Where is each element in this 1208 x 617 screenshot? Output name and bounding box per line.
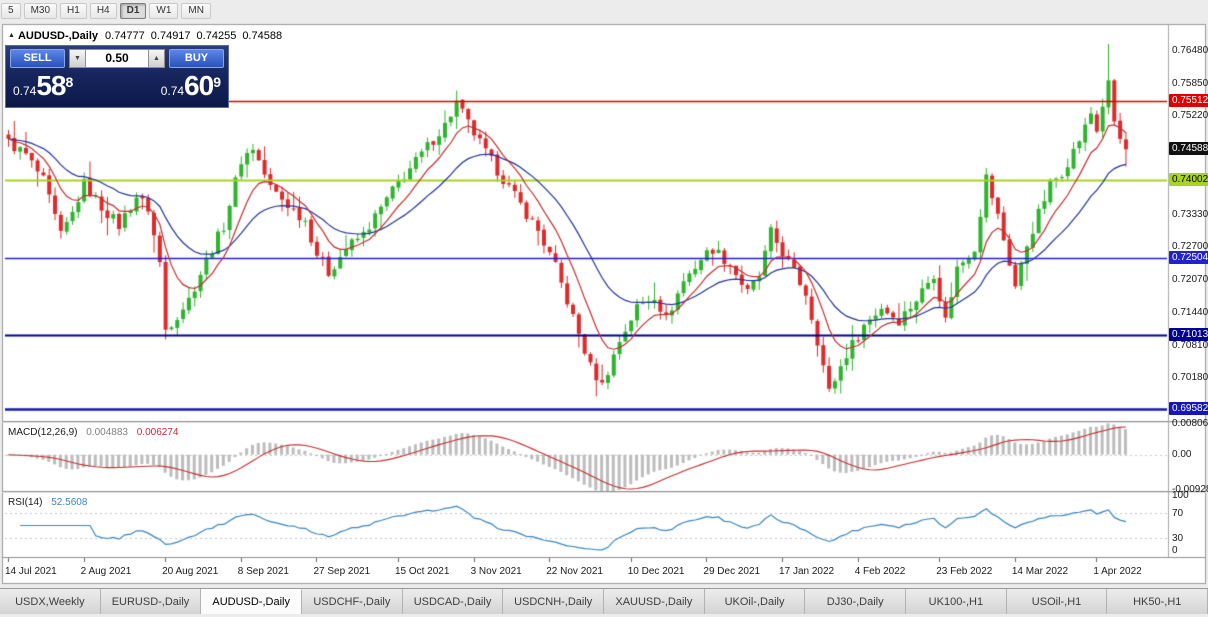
buy-price-prefix: 0.74 — [160, 84, 185, 98]
timeframe-button-mn[interactable]: MN — [181, 3, 211, 19]
ohlc-high: 0.74917 — [150, 30, 191, 42]
sell-button[interactable]: SELL — [10, 49, 65, 68]
date-axis-label: 10 Dec 2021 — [627, 566, 685, 577]
macd-axis-label: -0.00928 — [1172, 484, 1208, 495]
timeframe-button-h1[interactable]: H1 — [60, 3, 87, 19]
ohlc-low: 0.74255 — [196, 30, 237, 42]
timeframe-button-m30[interactable]: M30 — [23, 3, 58, 19]
chart-tab-bar: USDX,Weekly EURUSD-,Daily AUDUSD-,Daily USD… — [0, 588, 1208, 614]
chart-tab-usdx-weekly[interactable]: USDX,Weekly — [0, 589, 101, 614]
price-level-label: 0.75512 — [1169, 94, 1208, 108]
chart-tab-eurusd-daily[interactable]: EURUSD-,Daily — [100, 589, 202, 614]
volume-input[interactable]: 0.50 — [86, 49, 148, 68]
date-axis-label: 22 Nov 2021 — [546, 566, 603, 577]
macd-title: MACD(12,26,9) — [8, 427, 78, 438]
price-level-label: 0.69582 — [1169, 402, 1208, 416]
volume-decrease-button[interactable]: ▼ — [69, 49, 86, 68]
volume-increase-button[interactable]: ▲ — [148, 49, 165, 68]
sell-price-prefix: 0.74 — [13, 84, 37, 98]
one-click-trading-panel: SELL ▼ 0.50 ▲ BUY 0.74 58 8 0.74 60 9 — [5, 45, 229, 108]
chart-tab-usdchf-daily[interactable]: USDCHF-,Daily — [302, 589, 403, 614]
price-axis-tick: 0.76480 — [1172, 44, 1208, 56]
price-axis-tick: 0.72700 — [1172, 241, 1208, 253]
date-axis-label: 1 Apr 2022 — [1093, 566, 1142, 577]
date-axis[interactable]: 14 Jul 2021 2 Aug 2021 20 Aug 2021 8 Sep 20… — [2, 557, 1168, 584]
timeframe-button-w1[interactable]: W1 — [149, 3, 179, 19]
macd-axis-label: 0.008061 — [1172, 418, 1208, 429]
rsi-axis-label: 100 — [1172, 490, 1189, 501]
timeframe-button-5[interactable]: 5 — [1, 3, 21, 19]
buy-price-pip: 9 — [213, 74, 221, 90]
rsi-axis-label: 0 — [1172, 545, 1178, 556]
ohlc-open: 0.74777 — [105, 30, 145, 42]
price-axis-tick: 0.70810 — [1172, 339, 1208, 351]
timeframe-button-h4[interactable]: H4 — [89, 3, 117, 19]
rsi-title: RSI(14) — [8, 497, 43, 508]
price-level-label: 0.71013 — [1169, 328, 1208, 342]
chart-tab-audusd-daily[interactable]: AUDUSD-,Daily — [201, 589, 303, 614]
chart-tab-dj30-daily[interactable]: DJ30-,Daily — [805, 589, 907, 614]
date-axis-label: 14 Jul 2021 — [5, 566, 57, 577]
volume-stepper: ▼ 0.50 ▲ — [69, 49, 165, 68]
chart-tab-usdcnh-daily[interactable]: USDCNH-,Daily — [503, 589, 605, 614]
chart-symbol-title: AUDUSD-,Daily — [17, 30, 99, 42]
chart-tab-usdcad-daily[interactable]: USDCAD-,Daily — [402, 589, 504, 614]
rsi-value: 52.5608 — [51, 497, 88, 508]
price-axis-tick: 0.73330 — [1172, 208, 1208, 220]
timeframe-button-d1[interactable]: D1 — [119, 3, 147, 19]
price-axis-tick: 0.72070 — [1172, 274, 1208, 286]
price-axis-tick: 0.75220 — [1172, 110, 1208, 122]
date-axis-label: 27 Sep 2021 — [313, 566, 371, 577]
price-level-label: 0.74002 — [1169, 172, 1208, 186]
chart-tab-ukoil-daily[interactable]: UKOil-,Daily — [704, 589, 806, 614]
date-axis-label: 14 Mar 2022 — [1011, 566, 1069, 577]
current-price-label: 0.74588 — [1169, 142, 1208, 156]
price-axis-tick: 0.70180 — [1172, 372, 1208, 384]
chart-expand-icon[interactable]: ▲ — [8, 32, 15, 39]
macd-value: 0.004883 — [86, 427, 128, 438]
chart-tab-uk100-h1[interactable]: UK100-,H1 — [906, 589, 1007, 614]
date-axis-label: 3 Nov 2021 — [470, 566, 522, 577]
chart-tab-xauusd-daily[interactable]: XAUUSD-,Daily — [604, 589, 705, 614]
date-axis-label: 20 Aug 2021 — [162, 566, 219, 577]
buy-button[interactable]: BUY — [169, 49, 224, 68]
price-level-label: 0.72504 — [1169, 250, 1208, 264]
chart-tab-hk50-h1[interactable]: HK50-,H1 — [1107, 589, 1208, 614]
buy-price-big: 60 — [184, 70, 214, 101]
ohlc-close: 0.74588 — [242, 30, 283, 42]
sell-price-pip: 8 — [65, 74, 74, 90]
date-axis-label: 4 Feb 2022 — [854, 566, 906, 577]
rsi-axis-label: 30 — [1172, 532, 1184, 544]
price-axis[interactable]: 0.76480 0.75850 0.75220 0.73330 0.72700 0.720… — [1169, 24, 1208, 557]
date-axis-label: 23 Feb 2022 — [936, 566, 993, 577]
buy-price-display[interactable]: 0.74 60 9 — [161, 70, 221, 102]
rsi-pane-title: RSI(14) 52.5608 — [8, 497, 87, 508]
date-axis-label: 2 Aug 2021 — [80, 566, 132, 577]
chart-symbol-header: ▲ AUDUSD-,Daily 0.74777 0.74917 0.74255 0.745… — [8, 30, 288, 42]
date-axis-label: 15 Oct 2021 — [394, 566, 450, 577]
macd-axis-label: 0.00 — [1172, 448, 1192, 460]
date-axis-label: 8 Sep 2021 — [237, 566, 289, 577]
chart-tab-usoil-h1[interactable]: USOil-,H1 — [1006, 589, 1108, 614]
date-axis-label: 29 Dec 2021 — [703, 566, 761, 577]
timeframe-toolbar: 5 M30 H1 H4 D1 W1 MN — [0, 0, 1208, 22]
sell-price-big: 58 — [36, 70, 66, 101]
price-axis-tick: 0.71440 — [1172, 306, 1208, 318]
rsi-axis-label: 70 — [1172, 508, 1184, 520]
date-axis-label: 17 Jan 2022 — [779, 566, 835, 577]
macd-pane-title: MACD(12,26,9) 0.004883 0.006274 — [8, 427, 178, 438]
price-axis-tick: 0.75850 — [1172, 77, 1208, 89]
sell-price-display[interactable]: 0.74 58 8 — [13, 70, 73, 102]
macd-signal-value: 0.006274 — [136, 427, 179, 438]
